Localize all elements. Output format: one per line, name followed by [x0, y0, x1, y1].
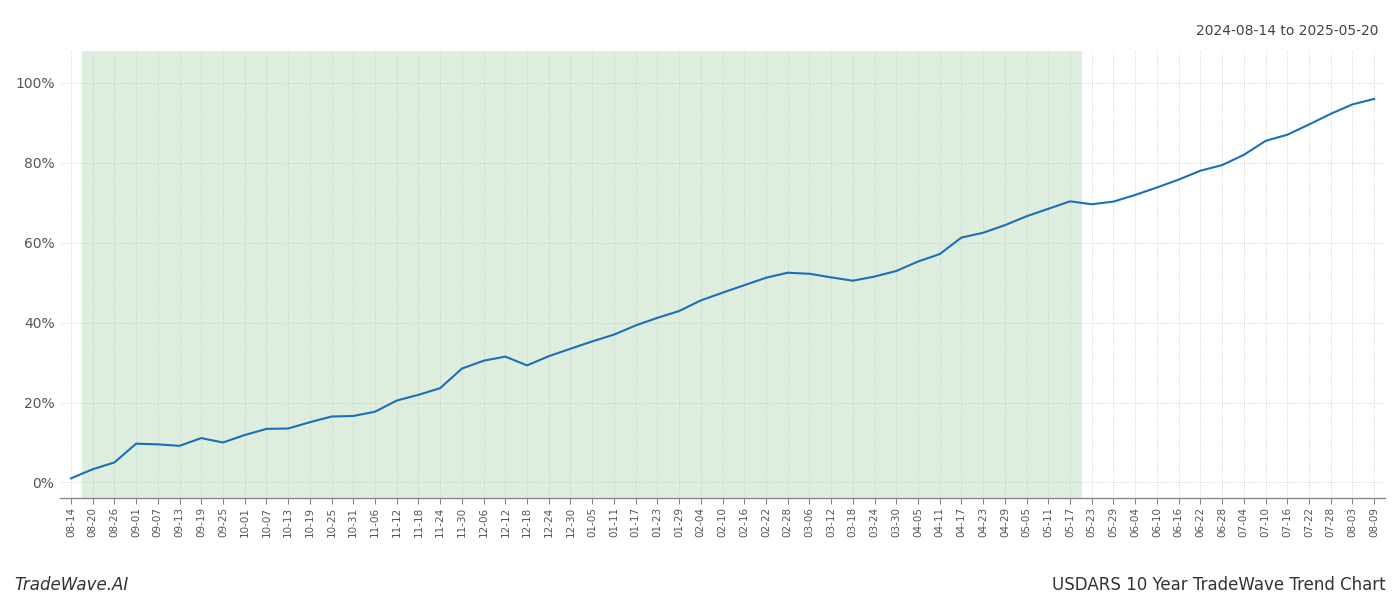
- Text: USDARS 10 Year TradeWave Trend Chart: USDARS 10 Year TradeWave Trend Chart: [1053, 576, 1386, 594]
- Bar: [81, 51, 1081, 499]
- Text: 2024-08-14 to 2025-05-20: 2024-08-14 to 2025-05-20: [1197, 24, 1379, 38]
- Text: TradeWave.AI: TradeWave.AI: [14, 576, 129, 594]
